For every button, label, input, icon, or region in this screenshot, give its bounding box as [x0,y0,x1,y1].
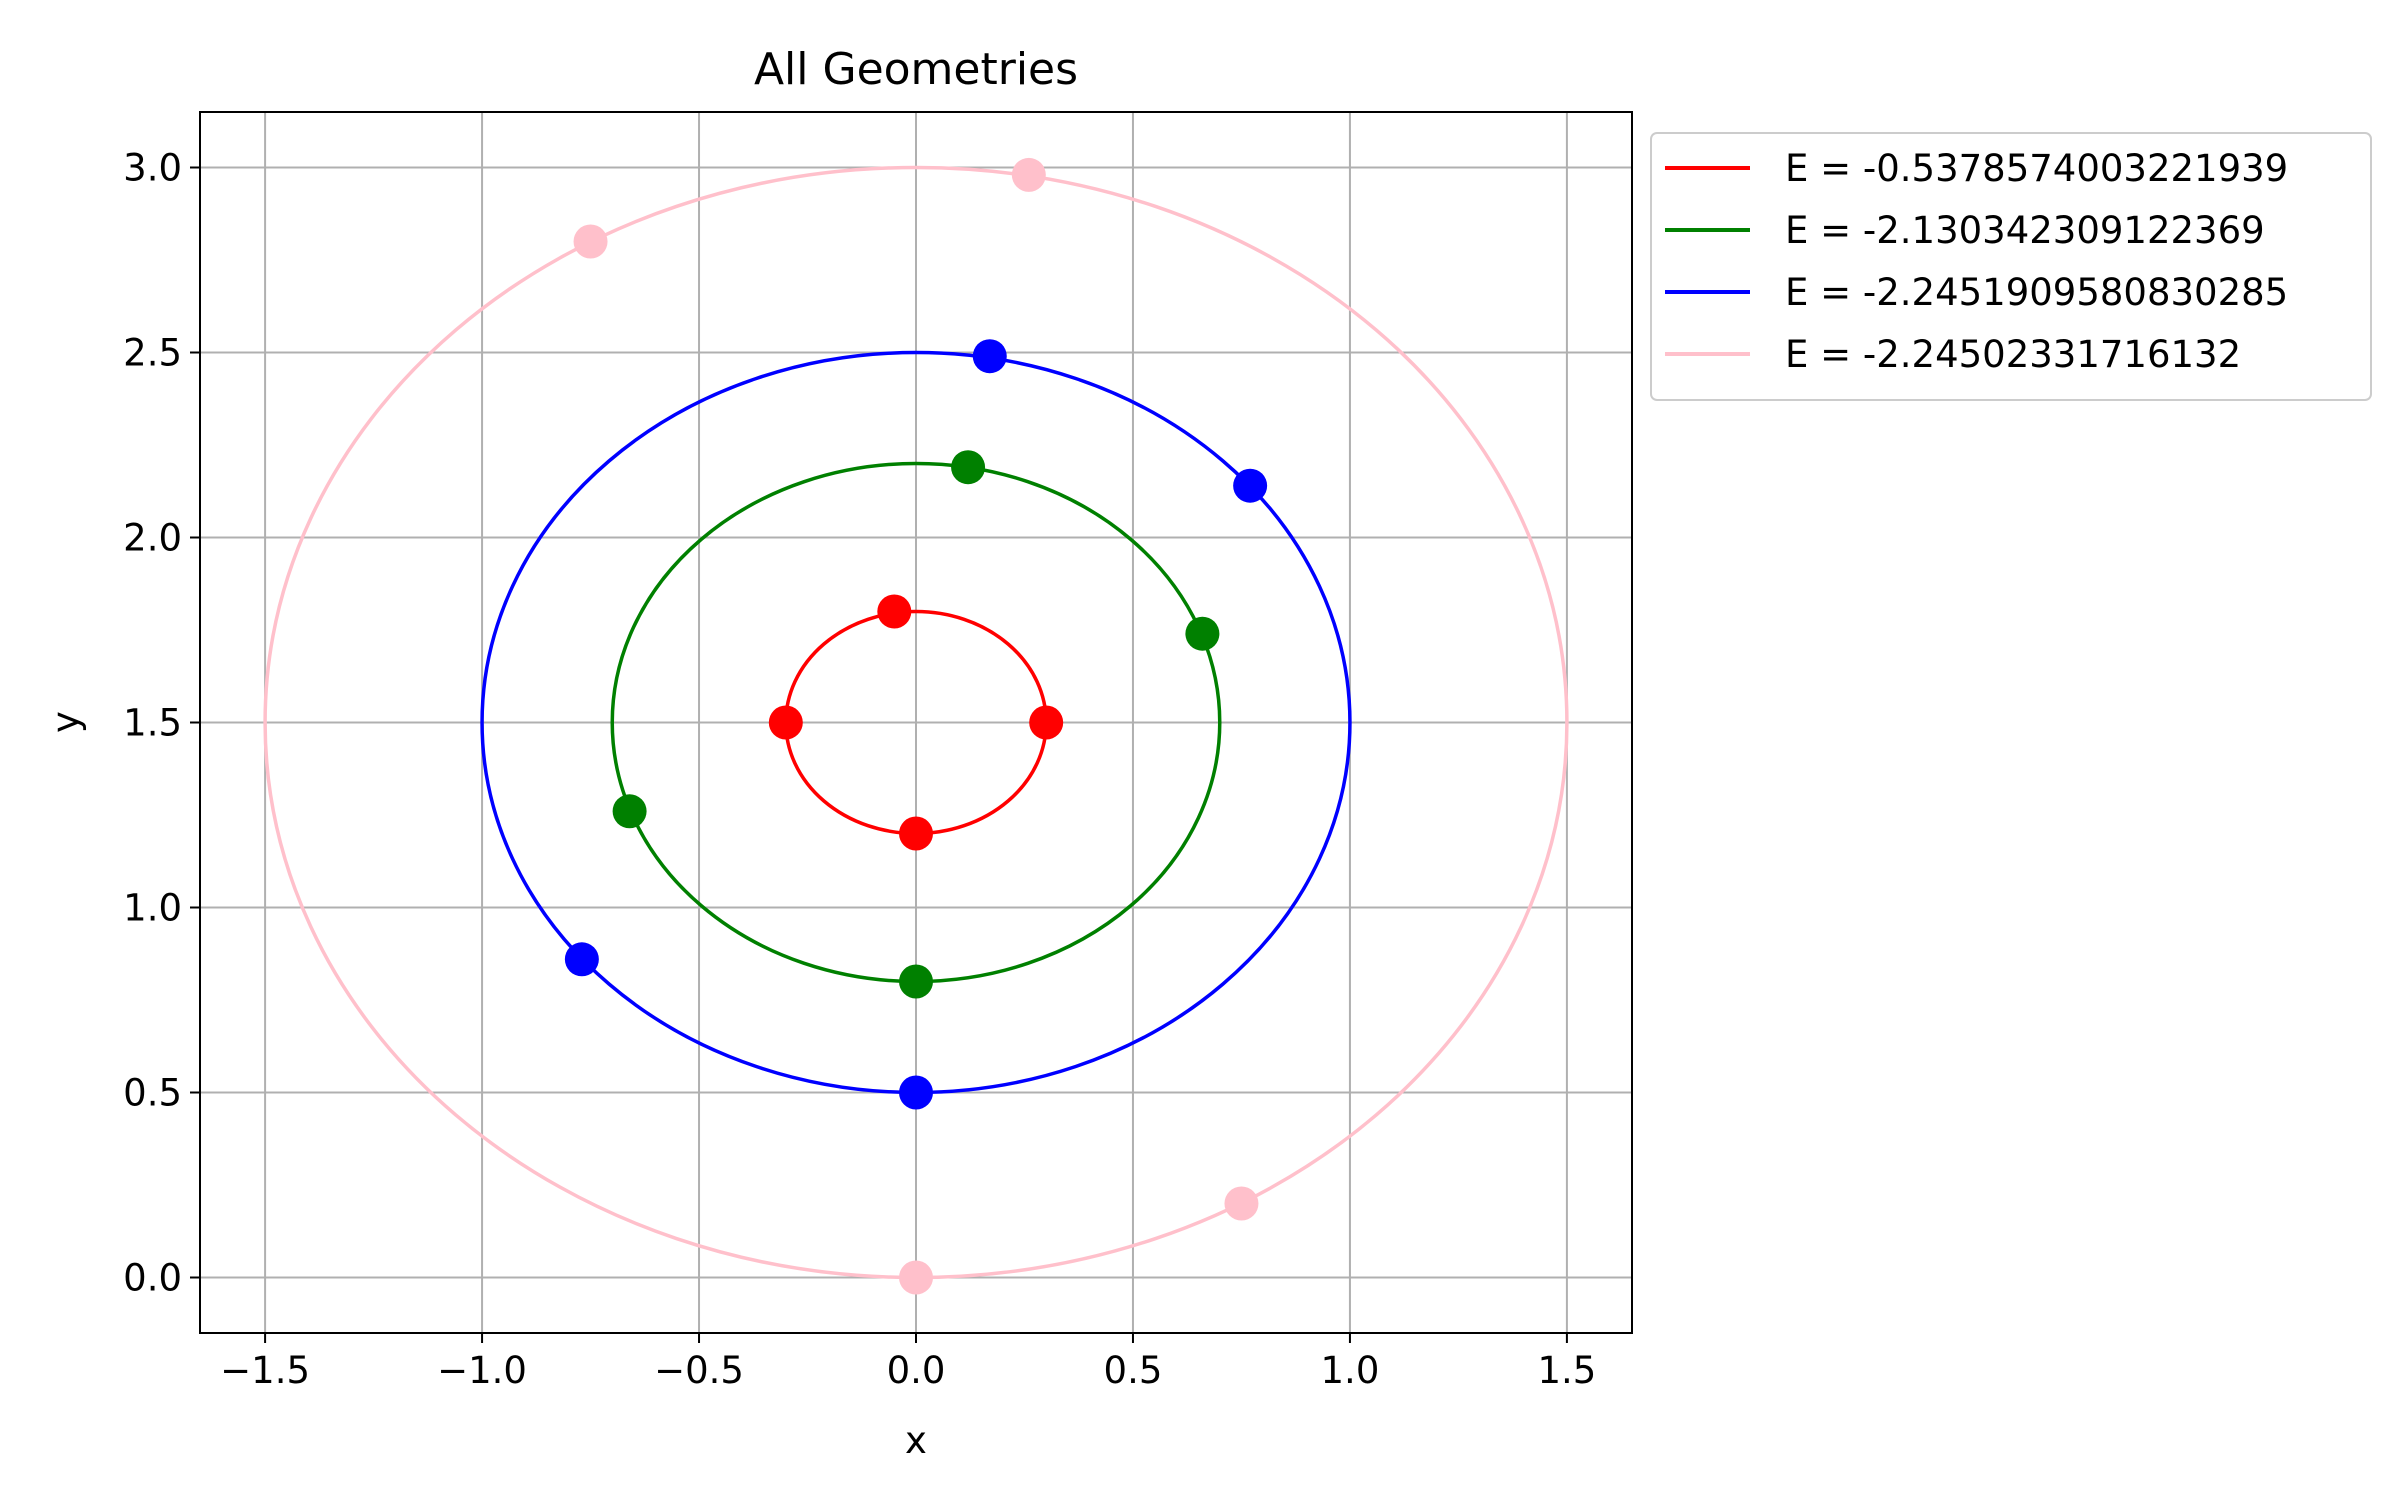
x-axis-label: x [905,1419,927,1462]
y-tick-label: 0.0 [123,1257,182,1300]
series-2-point [899,964,933,999]
legend-label-2: E = -2.130342309122369 [1785,209,2265,252]
series-4-point [573,224,608,259]
y-tick-label: 1.0 [123,887,182,930]
x-tick-label: −0.5 [654,1349,744,1392]
y-tick-label: 0.5 [123,1072,182,1115]
legend: E = -0.5378574003221939 E = -2.1303423091… [1650,132,2372,401]
series-2-point [951,450,986,485]
series-1-point [899,816,933,851]
x-tick-label: 1.5 [1537,1349,1596,1392]
legend-box [1650,132,2372,401]
series-3-point [899,1075,933,1110]
x-tick-label: 1.0 [1321,1349,1380,1392]
series-1-point [768,705,803,740]
series-3-point [564,942,599,977]
y-tick-label: 2.5 [123,332,182,375]
legend-label-4: E = -2.24502331716132 [1785,333,2241,376]
y-axis-label: y [44,711,87,733]
series-1-point [1029,705,1064,740]
plot-content [263,157,1569,1295]
legend-label-3: E = -2.2451909580830285 [1785,271,2288,314]
x-tick-label: −1.0 [437,1349,527,1392]
series-1-point [877,594,912,629]
y-tick-label: 3.0 [123,147,182,190]
series-4-point [899,1260,933,1295]
y-tick-label: 2.0 [123,517,182,560]
chart-title: All Geometries [754,44,1078,95]
series-2-point [1185,616,1220,651]
series-3-point [972,339,1007,374]
x-tick-label: −1.5 [220,1349,310,1392]
series-4-point [1224,1186,1259,1221]
x-tick-label: 0.0 [887,1349,946,1392]
series-2-point [612,794,647,829]
y-tick-label: 1.5 [123,702,182,745]
x-tick-label: 0.5 [1104,1349,1163,1392]
ticks: −1.5 −1.0 −0.5 0.0 0.5 1.0 1.5 0.0 0.5 1.0 1.5 2.0 2… [123,147,1596,1393]
series-4-point [1011,157,1046,192]
legend-label-1: E = -0.5378574003221939 [1785,147,2288,190]
series-3-point [1233,468,1268,503]
